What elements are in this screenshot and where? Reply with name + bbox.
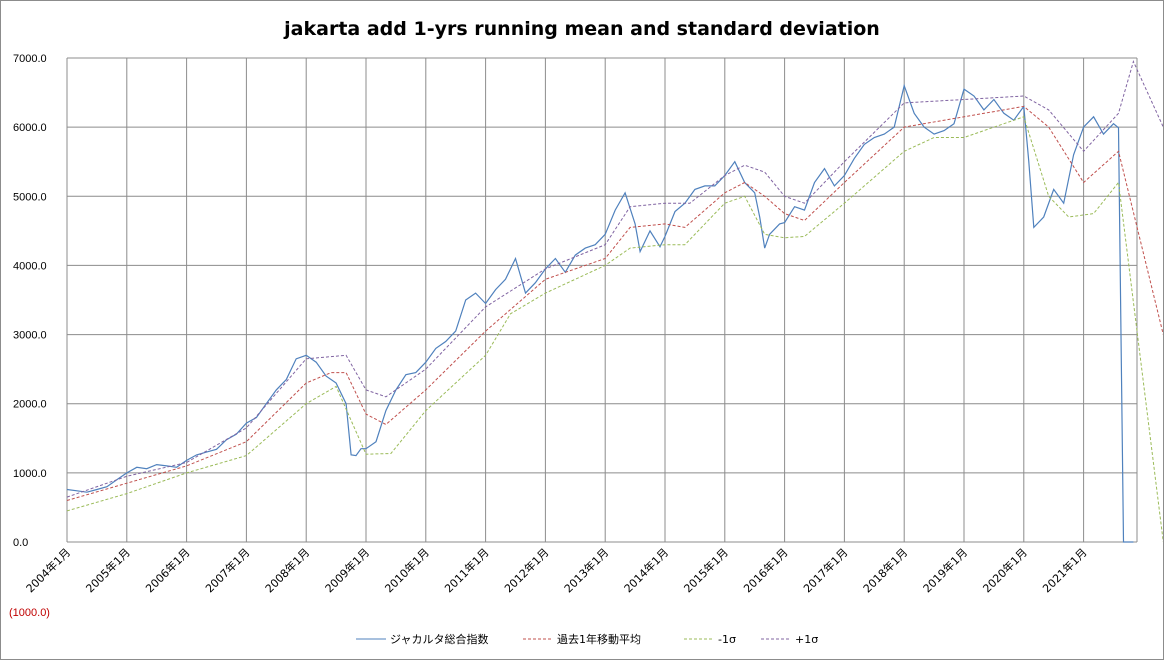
series-line-2 bbox=[66, 116, 1163, 543]
x-tick-label: 2013年1月 bbox=[561, 545, 611, 595]
x-tick-label: 2012年1月 bbox=[501, 545, 551, 595]
x-tick-label: 2010年1月 bbox=[382, 545, 432, 595]
series-line-1 bbox=[66, 105, 1163, 501]
x-tick-label: 2007年1月 bbox=[202, 545, 252, 595]
legend-label: -1σ bbox=[718, 633, 736, 646]
x-tick-label: 2009年1月 bbox=[322, 545, 372, 595]
legend-label: ジャカルタ総合指数 bbox=[390, 632, 488, 646]
y-tick-label: (1000.0) bbox=[9, 607, 50, 619]
legend: ジャカルタ総合指数 過去1年移動平均 -1σ +1σ bbox=[356, 632, 818, 646]
y-tick-label: 4000.0 bbox=[13, 260, 47, 272]
series-line-0 bbox=[66, 83, 1134, 543]
y-tick-label: 6000.0 bbox=[13, 122, 47, 134]
x-tick-label: 2015年1月 bbox=[681, 545, 731, 595]
series-line-3 bbox=[66, 60, 1163, 498]
y-tick-label: 1000.0 bbox=[13, 468, 47, 480]
x-tick-label: 2008年1月 bbox=[262, 545, 312, 595]
x-tick-label: 2019年1月 bbox=[920, 545, 970, 595]
chart-title: jakarta add 1-yrs running mean and stand… bbox=[283, 18, 880, 40]
x-tick-label: 2017年1月 bbox=[800, 545, 850, 595]
legend-label: +1σ bbox=[795, 633, 818, 646]
x-tick-label: 2021年1月 bbox=[1040, 545, 1090, 595]
y-tick-label: 2000.0 bbox=[13, 399, 47, 411]
y-tick-label: 5000.0 bbox=[13, 191, 47, 203]
x-tick-label: 2016年1月 bbox=[741, 545, 791, 595]
x-tick-label: 2011年1月 bbox=[442, 545, 492, 595]
x-tick-label: 2020年1月 bbox=[980, 545, 1030, 595]
x-tick-label: 2006年1月 bbox=[143, 545, 193, 595]
x-tick-label: 2005年1月 bbox=[83, 545, 133, 595]
gridlines bbox=[66, 57, 1138, 543]
y-tick-label: 7000.0 bbox=[13, 53, 47, 65]
x-axis: 2004年1月 2005年1月 2006年1月 2007年1月 2008年1月 2009年… bbox=[23, 545, 1090, 595]
legend-label: 過去1年移動平均 bbox=[557, 632, 641, 646]
x-tick-label: 2014年1月 bbox=[621, 545, 671, 595]
y-axis: 7000.0 6000.0 5000.0 4000.0 3000.0 2000.0 1000… bbox=[9, 53, 50, 619]
x-tick-label: 2018年1月 bbox=[860, 545, 910, 595]
x-tick-label: 2004年1月 bbox=[23, 545, 73, 595]
y-tick-label: 3000.0 bbox=[13, 330, 47, 342]
y-tick-label: 0.0 bbox=[13, 537, 28, 549]
plot-area bbox=[66, 60, 1163, 543]
